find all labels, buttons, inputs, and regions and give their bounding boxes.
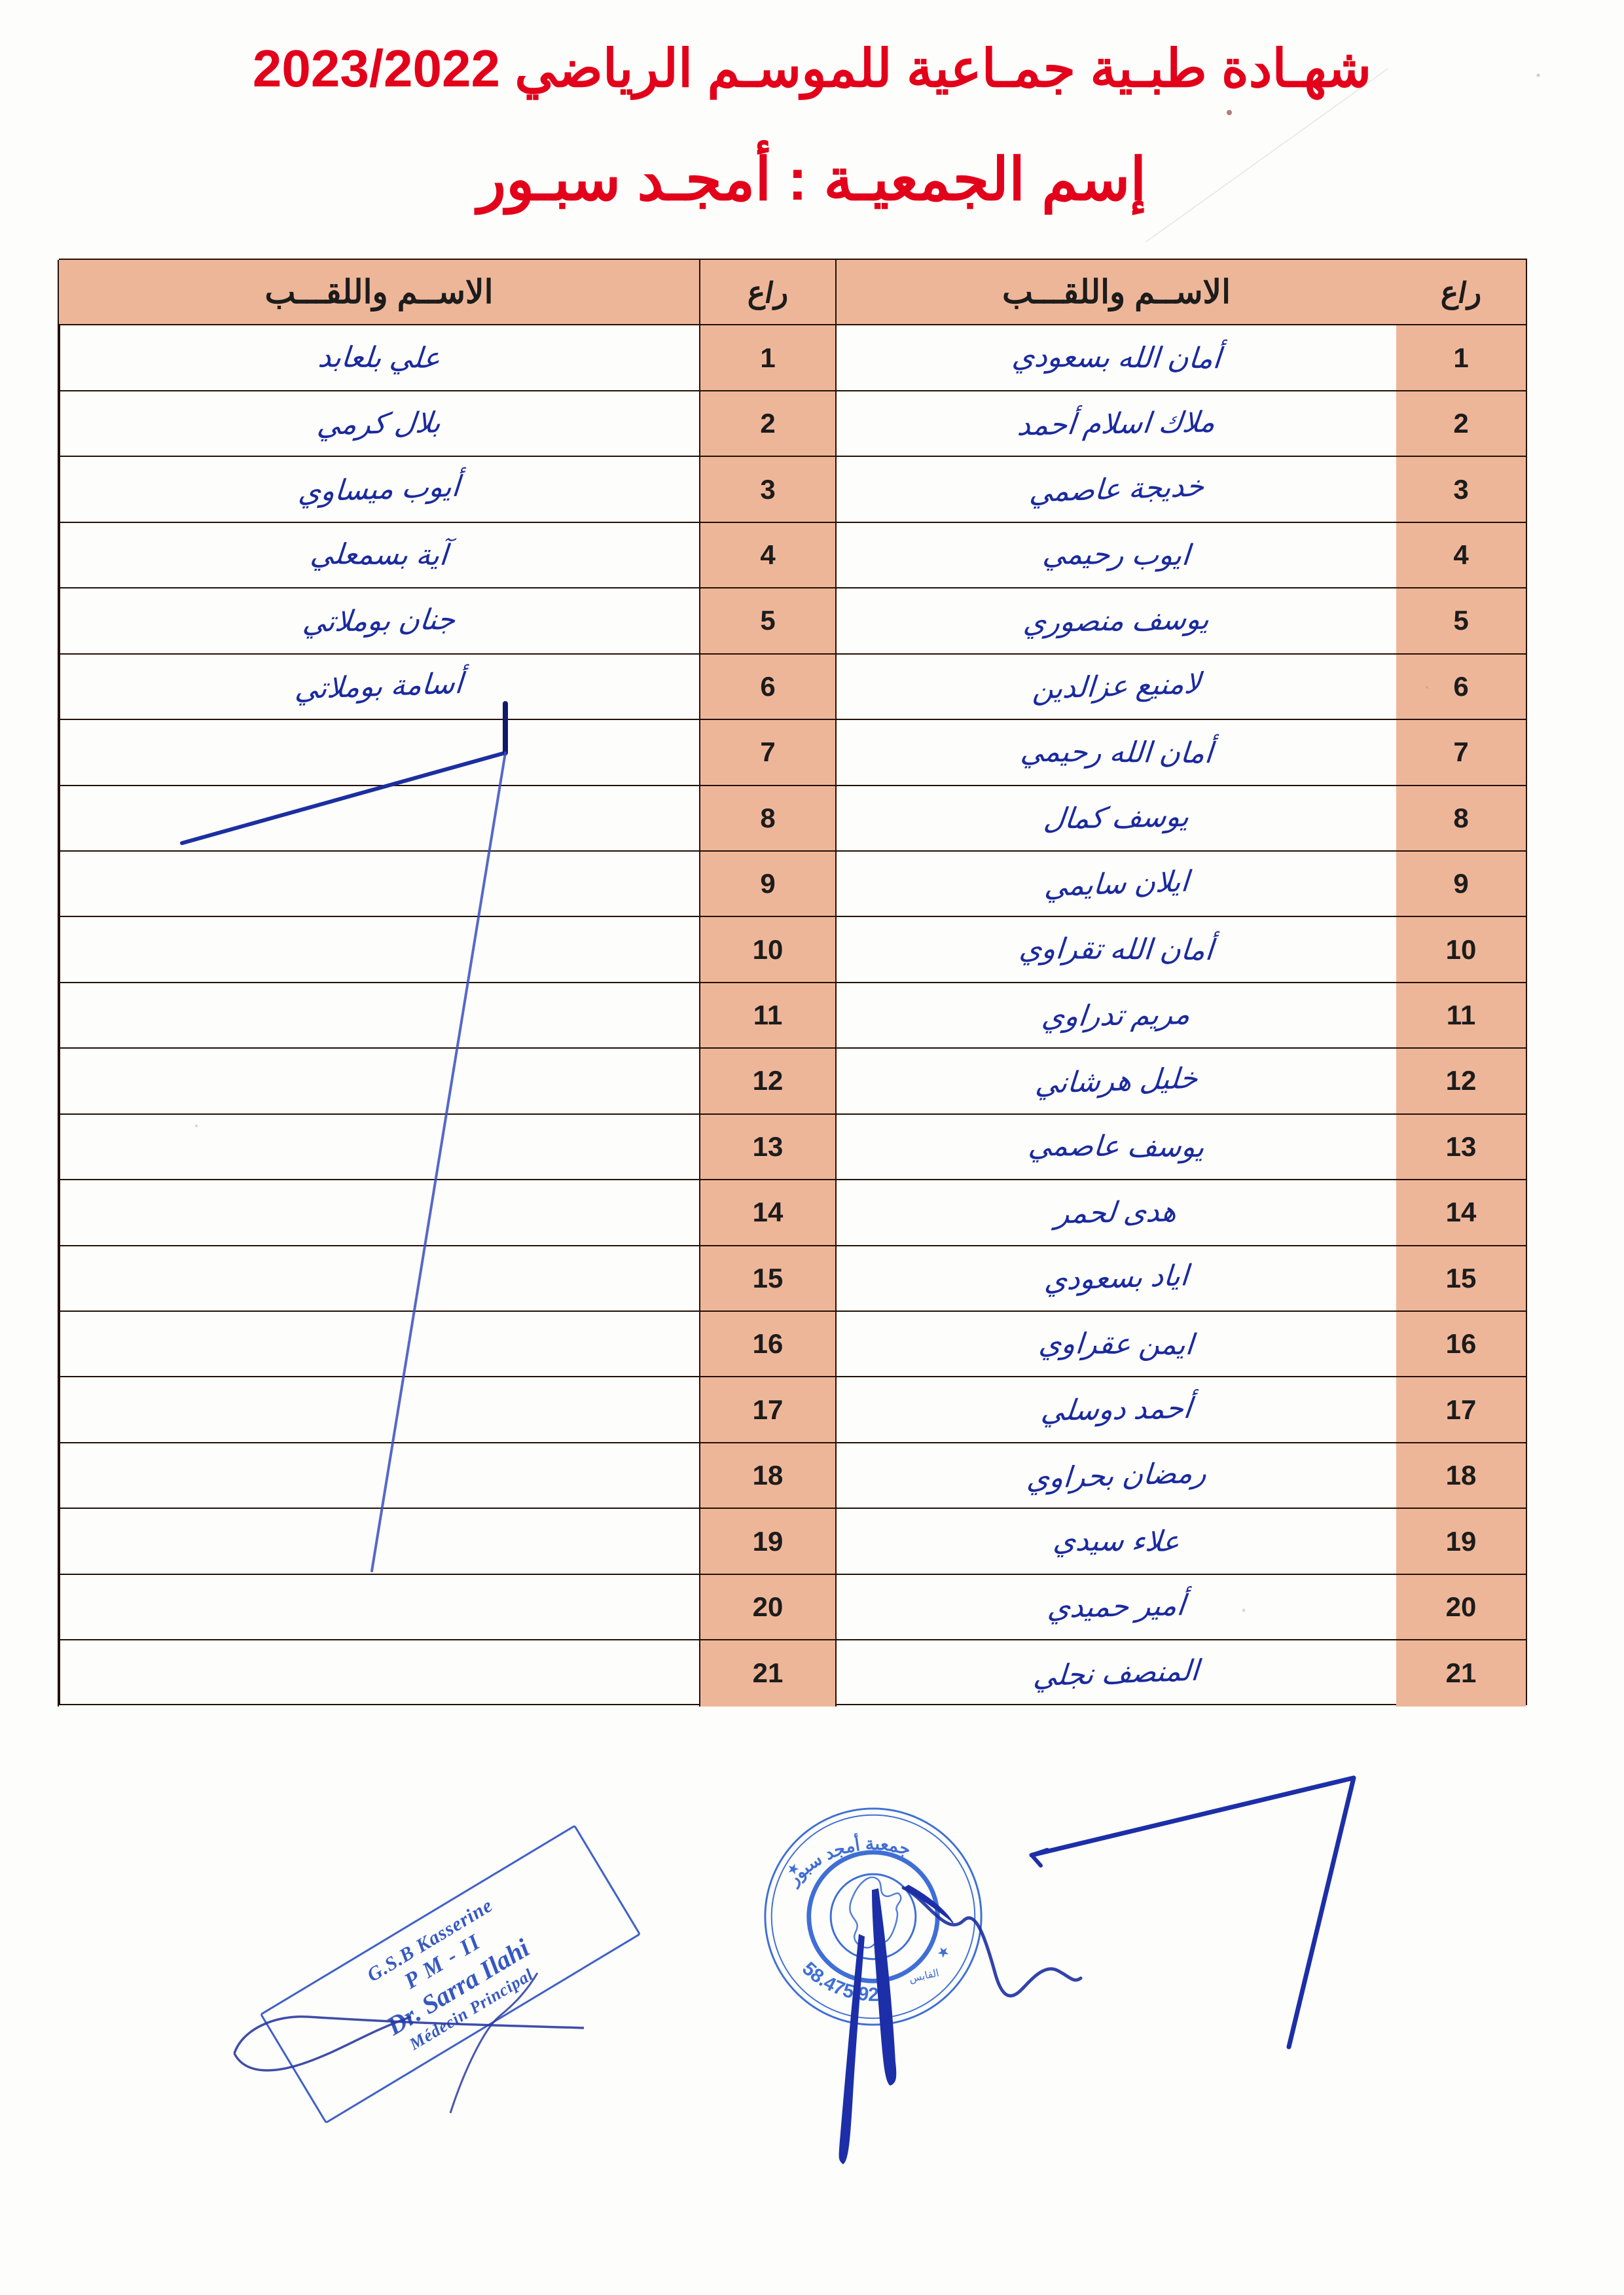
svg-text:القابس: القابس bbox=[908, 1968, 940, 1985]
svg-text:★: ★ bbox=[933, 1942, 954, 1962]
